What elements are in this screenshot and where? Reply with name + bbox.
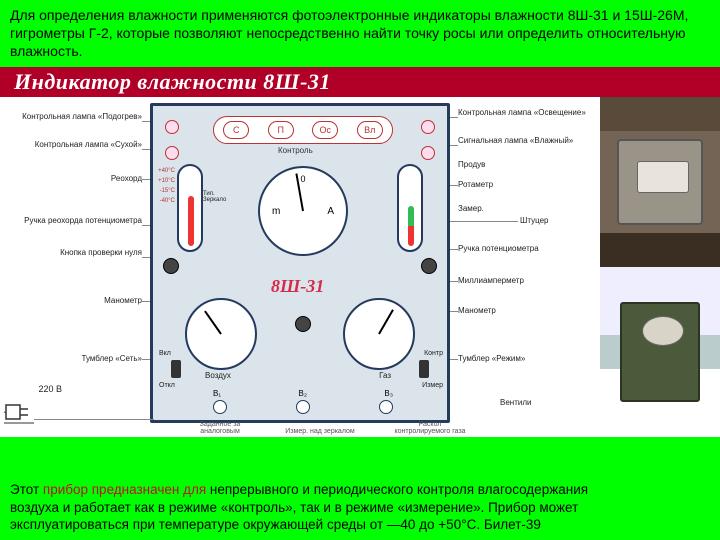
lbl-left-2: Реохорд [2, 175, 142, 183]
manometer-left [185, 298, 257, 370]
photo-column [600, 97, 720, 437]
ts1: +10°C [157, 176, 175, 186]
vent-row [213, 400, 393, 414]
device-grey-icon [617, 139, 703, 225]
ctrl-p: П [268, 121, 294, 139]
lbl-left-1: Контрольная лампа «Сухой» [2, 141, 142, 149]
dial-left-label: Воздух [205, 372, 231, 380]
toggle-mode [419, 360, 429, 378]
under-note-1: Измер. над зеркалом [280, 428, 360, 435]
b2: В₂ [299, 389, 307, 398]
device-green-icon [620, 302, 700, 402]
lbl-right-0: Контрольная лампа «Освещение» [458, 109, 588, 117]
vent-labels: В₁ В₂ В₃ [213, 389, 393, 398]
intro-text: Для определения влажности применяются фо… [0, 0, 720, 67]
under-note-0: Заданное за аналоговым [180, 421, 260, 435]
thermometer-left [177, 164, 203, 252]
title-bar: Индикатор влажности 8Ш-31 [0, 67, 720, 97]
milliammeter-dial: m A 0 [258, 166, 348, 256]
lbl-right-2: Продув [458, 161, 518, 169]
dial-m: m [272, 206, 280, 217]
tog-k: Контр [424, 350, 443, 357]
title-text: Индикатор влажности 8Ш-31 [14, 69, 331, 95]
lbl-right-4: Замер. [458, 205, 518, 213]
thermometer-right [397, 164, 423, 252]
therm-scale: +40°C +10°C -15°C -40°C [157, 166, 175, 207]
ts3: -40°C [157, 196, 175, 206]
bottom-text: Этот прибор предназначен для непрерывног… [0, 475, 600, 540]
lbl-right-6: Ручка потенциометра [458, 245, 588, 253]
vent-3-icon [379, 400, 393, 414]
vent-1-icon [213, 400, 227, 414]
dial-a: A [327, 206, 334, 217]
lbl-right-5: Штуцер [520, 217, 580, 225]
reochord-knob [163, 258, 179, 274]
lamp-wet-icon [421, 146, 435, 160]
vent-caption: Вентили [500, 399, 531, 407]
vent-2-icon [296, 400, 310, 414]
lbl-right-3: Ротаметр [458, 181, 548, 189]
rlead-5 [448, 221, 518, 222]
ctrl-vl: Вл [357, 121, 383, 139]
lbl-left-6: Тумблер «Сеть» [2, 355, 142, 363]
needle-r [378, 309, 394, 334]
photo-device-green [600, 267, 720, 437]
lbl-right-7: Миллиамперметр [458, 277, 588, 285]
tog-off: Откл [159, 382, 175, 389]
zero-check-knob [295, 316, 311, 332]
slide: Для определения влажности применяются фо… [0, 0, 720, 540]
cable-line [34, 419, 154, 420]
power-plug-icon [4, 397, 34, 427]
lamp-heat-icon [165, 120, 179, 134]
lbl-right-1: Сигнальная лампа «Влажный» [458, 137, 588, 145]
tog-i: Измер [422, 382, 443, 389]
lamp-light-icon [421, 120, 435, 134]
dial-zero: 0 [300, 174, 305, 184]
dial-right-label: Газ [379, 372, 391, 380]
lbl-left-3: Ручка реохорда потенциометра [2, 217, 142, 225]
lbl-left-4: Кнопка проверки нуля [2, 249, 142, 257]
manometer-right [343, 298, 415, 370]
lbl-right-9: Тумблер «Режим» [458, 355, 588, 363]
voltage-label: 220 В [2, 385, 62, 394]
lbl-left-0: Контрольная лампа «Подогрев» [2, 113, 142, 121]
toggle-power [171, 360, 181, 378]
lbl-left-5: Манометр [2, 297, 142, 305]
lamp-dry-icon [165, 146, 179, 160]
bt-hl: прибор предназначен для [43, 482, 206, 497]
device-diagram: Контрольная лампа «Подогрев» Контрольная… [0, 97, 600, 437]
potentiometer-knob [421, 258, 437, 274]
therm-left-fill [188, 196, 194, 246]
control-caption: Контроль [278, 146, 313, 155]
ts2: -15°C [157, 186, 175, 196]
main-row: Контрольная лампа «Подогрев» Контрольная… [0, 97, 720, 437]
bt-pre: Этот [10, 482, 43, 497]
photo-device-grey [600, 97, 720, 267]
control-strip: С П Ос Вл [213, 116, 393, 144]
lbl-right-8: Манометр [458, 307, 588, 315]
ts0: +40°C [157, 166, 175, 176]
needle-l [204, 310, 222, 334]
device-panel: С П Ос Вл Контроль +40°C +10°C -15°C -40… [150, 103, 450, 423]
b3: В₃ [384, 389, 393, 398]
ctrl-s: С [223, 121, 249, 139]
therm-caption: Тип. Зеркало [203, 191, 233, 204]
tog-on: Вкл [159, 350, 171, 357]
b1: В₁ [213, 389, 221, 398]
therm-right-fill [408, 206, 414, 246]
model-label: 8Ш-31 [271, 276, 324, 297]
ctrl-os: Ос [312, 121, 338, 139]
under-note-2: Раскол контролируемого газа [390, 421, 470, 435]
